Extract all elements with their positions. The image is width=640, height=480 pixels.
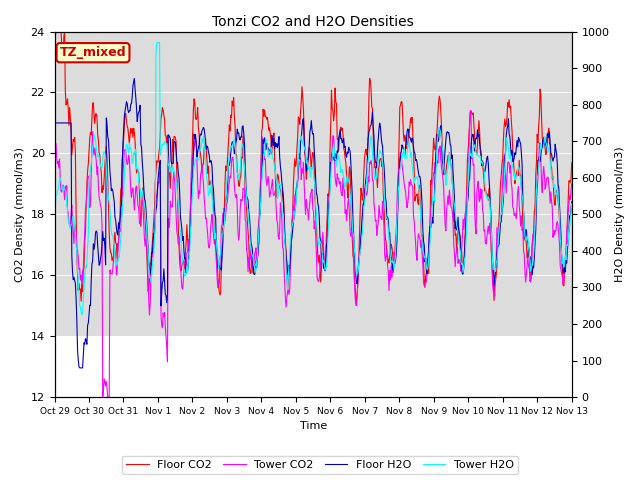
Tower H2O: [195, 157, 202, 163]
Floor H2O: [568, 199, 575, 204]
Floor CO2: [114, 240, 122, 246]
Floor CO2: [377, 156, 385, 161]
Text: TZ_mixed: TZ_mixed: [60, 46, 126, 59]
X-axis label: Time: Time: [300, 421, 327, 432]
Line: Tower H2O: Tower H2O: [54, 43, 572, 315]
Tower CO2: [166, 198, 174, 204]
Floor CO2: [392, 231, 400, 237]
Floor H2O: [167, 158, 175, 164]
Floor CO2: [352, 300, 360, 306]
Y-axis label: H2O Density (mmol/m3): H2O Density (mmol/m3): [615, 146, 625, 282]
Tower H2O: [167, 164, 175, 170]
Floor CO2: [51, 47, 58, 52]
Line: Floor H2O: Floor H2O: [54, 79, 572, 368]
Tower CO2: [60, 188, 68, 193]
Floor H2O: [392, 251, 400, 257]
Floor CO2: [194, 105, 202, 110]
Tower CO2: [392, 252, 399, 257]
Floor CO2: [52, 29, 60, 35]
Tower CO2: [194, 179, 202, 185]
Legend: Floor CO2, Tower CO2, Floor H2O, Tower H2O: Floor CO2, Tower CO2, Floor H2O, Tower H…: [122, 456, 518, 474]
Y-axis label: CO2 Density (mmol/m3): CO2 Density (mmol/m3): [15, 147, 25, 282]
Tower H2O: [114, 258, 122, 264]
Tower H2O: [568, 201, 575, 206]
Floor CO2: [166, 185, 174, 191]
Floor H2O: [131, 76, 138, 82]
Line: Floor CO2: Floor CO2: [54, 32, 572, 303]
Floor H2O: [60, 120, 68, 126]
Tower H2O: [60, 183, 68, 189]
Tower H2O: [78, 312, 86, 318]
Tower CO2: [568, 180, 575, 186]
Floor H2O: [377, 133, 385, 139]
Floor H2O: [195, 144, 202, 150]
Floor H2O: [114, 232, 122, 238]
Tower CO2: [114, 251, 122, 256]
Line: Tower CO2: Tower CO2: [54, 110, 572, 397]
Tower H2O: [392, 234, 400, 240]
Floor H2O: [51, 120, 58, 126]
Tower H2O: [154, 40, 161, 46]
Floor CO2: [568, 160, 575, 166]
Title: Tonzi CO2 and H2O Densities: Tonzi CO2 and H2O Densities: [212, 15, 414, 29]
Floor CO2: [61, 29, 68, 35]
Tower CO2: [99, 394, 107, 400]
Tower H2O: [51, 216, 58, 222]
Tower CO2: [376, 215, 384, 221]
Bar: [54, 32, 572, 336]
Tower CO2: [467, 108, 474, 113]
Tower H2O: [377, 150, 385, 156]
Floor H2O: [76, 365, 84, 371]
Tower CO2: [51, 159, 58, 165]
